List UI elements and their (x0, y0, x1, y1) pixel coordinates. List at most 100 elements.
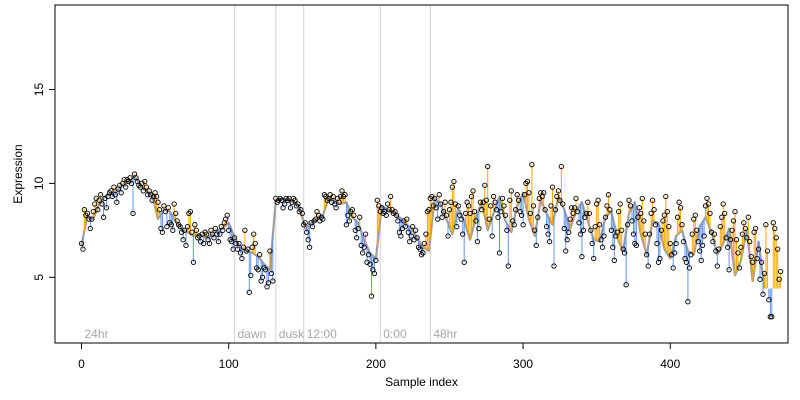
data-point (513, 207, 519, 213)
data-point (627, 203, 634, 209)
data-point (267, 248, 273, 254)
data-point (203, 231, 210, 237)
data-point (87, 225, 93, 232)
event-lines (234, 5, 431, 343)
data-point (171, 201, 177, 207)
data-point (190, 259, 197, 265)
data-point (729, 227, 735, 233)
data-point (342, 192, 348, 198)
data-point (554, 193, 560, 200)
data-point (108, 188, 114, 194)
data-point (189, 229, 195, 235)
data-point (733, 237, 740, 243)
data-point (234, 246, 241, 252)
data-point (719, 214, 725, 220)
data-point (633, 242, 640, 249)
data-point (96, 197, 102, 203)
data-point (170, 227, 176, 233)
data-point (483, 197, 489, 203)
data-point (217, 231, 223, 237)
data-point (511, 222, 517, 228)
x-tick-label: 300 (513, 357, 533, 371)
data-point (320, 216, 326, 222)
data-point (492, 199, 498, 205)
data-point (443, 212, 450, 218)
y-tick-label: 10 (32, 176, 46, 190)
data-point (386, 207, 392, 213)
data-point (242, 227, 248, 233)
data-point (644, 252, 650, 258)
event-label: 0:00 (383, 327, 407, 341)
data-point (368, 293, 375, 299)
data-point (86, 216, 92, 222)
data-point (688, 252, 694, 258)
data-point (451, 178, 457, 185)
data-point (128, 180, 135, 187)
data-point (165, 205, 171, 211)
data-point (100, 214, 107, 220)
data-point (716, 246, 722, 252)
data-point (645, 263, 651, 269)
data-point (181, 227, 188, 233)
data-point (156, 207, 163, 213)
data-point (304, 229, 310, 235)
data-point (599, 244, 606, 250)
data-point (426, 207, 432, 213)
data-point (714, 263, 720, 269)
data-point (442, 199, 448, 205)
data-point (736, 265, 743, 271)
data-point (563, 248, 569, 254)
data-point (577, 231, 584, 237)
data-point (663, 193, 669, 200)
data-point (626, 197, 632, 203)
data-point (685, 299, 691, 305)
data-point (555, 188, 562, 194)
data-point (533, 242, 539, 249)
data-point (265, 280, 272, 286)
data-point (201, 240, 207, 247)
data-point (683, 259, 690, 265)
data-point (586, 210, 592, 217)
data-point (446, 207, 453, 213)
data-point (661, 212, 668, 218)
data-point (187, 208, 194, 215)
data-point (405, 229, 411, 235)
data-point (567, 216, 573, 222)
data-point (604, 203, 610, 209)
data-point (695, 238, 701, 245)
data-point (674, 214, 681, 220)
data-point (515, 197, 522, 203)
x-tick-label: 0 (78, 357, 85, 371)
data-point (619, 227, 625, 233)
data-point (585, 199, 591, 205)
data-point (279, 197, 285, 203)
data-point (393, 212, 400, 218)
data-point (616, 208, 622, 215)
data-point (499, 195, 506, 202)
data-point (371, 270, 378, 277)
data-point (763, 222, 769, 228)
data-point (699, 242, 706, 249)
data-point (130, 210, 136, 217)
data-point (379, 205, 385, 211)
data-point (657, 255, 663, 262)
data-point (92, 201, 98, 207)
data-point (744, 235, 750, 241)
data-point (489, 233, 495, 239)
data-point (576, 220, 582, 226)
data-point (420, 250, 426, 256)
data-point (455, 203, 461, 209)
data-point (630, 231, 637, 237)
data-point (460, 231, 466, 237)
data-point (532, 227, 538, 233)
data-point (551, 263, 557, 269)
data-point (557, 197, 563, 203)
data-point (772, 225, 778, 232)
data-point (722, 210, 728, 217)
data-point (521, 192, 528, 198)
x-axis: 0 100 200 300 400 (78, 342, 681, 371)
data-point (541, 190, 547, 196)
data-point (309, 223, 316, 230)
data-point (764, 248, 771, 254)
data-point (672, 250, 678, 256)
